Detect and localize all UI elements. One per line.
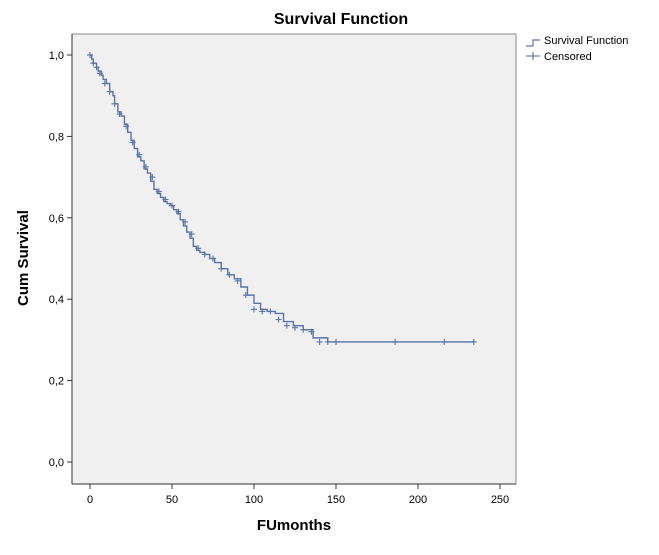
censored-marker [259,308,266,315]
censored-marker [142,163,149,170]
censored-marker [316,338,323,345]
axes: 0 50 100 150 200 250 0,0 0,2 0,4 0,6 0,8 1,0 [49,34,516,506]
x-tick-label: 250 [491,494,509,506]
censored-marker [392,338,399,345]
y-tick-label: 0,4 [49,294,64,306]
y-tick-label: 1,0 [49,50,64,62]
censored-marker [333,338,339,345]
censored-marker [149,174,156,181]
x-tick-label: 0 [87,494,93,506]
legend: Survival Function Censored [526,35,628,63]
censored-marker [234,277,241,284]
censored-marker [93,64,100,71]
censored-marker [175,208,182,215]
censored-marker [275,316,282,323]
censored-marker [195,245,202,252]
censored-marker [155,188,162,195]
censored-marker [188,231,195,238]
x-tick-label: 50 [166,494,178,506]
censored-marker [136,151,143,158]
censored-marker [242,292,249,299]
censored-marker [162,196,169,203]
censored-marker [123,123,130,130]
censored-marker [292,324,298,331]
censored-marker [111,100,118,107]
censored-marker [210,255,216,262]
censored-marker [218,265,225,272]
y-tick-label: 0,8 [49,131,64,143]
censored-marker [267,308,274,315]
censored-marker [201,251,208,258]
censored-marker [129,139,136,146]
survival-curve [90,54,474,343]
y-tick-label: 0,2 [49,376,64,388]
x-tick-label: 200 [409,494,427,506]
plot-background [71,33,517,485]
legend-label-survival: Survival Function [544,35,628,47]
censored-marker [96,70,103,77]
censored-marker [470,338,477,345]
censored-marker [182,218,189,225]
censored-marker [87,52,93,58]
censored-marker [116,111,123,118]
legend-censored-symbol [526,52,540,60]
censored-marker [441,338,448,345]
y-tick-label: 0,6 [49,213,64,225]
chart-title: Survival Function [274,11,408,28]
censored-marker [226,271,233,278]
censored-marker [101,80,108,87]
legend-label-censored: Censored [544,51,592,63]
legend-survival-symbol [526,39,540,47]
x-tick-label: 100 [245,494,263,506]
censored-marker [251,306,257,313]
censored-marker [300,326,307,333]
x-axis-title: FUmonths [257,517,331,534]
censored-marker [283,322,290,329]
censored-marker [90,60,97,67]
x-tick-label: 150 [327,494,345,506]
censored-marker [324,338,331,345]
y-axis-title: Cum Survival [15,210,32,306]
censored-marker [106,88,113,95]
y-tick-label: 0,0 [49,457,64,469]
censored-marker [169,202,175,209]
censored-marker [308,328,315,335]
plot-content [87,52,477,345]
